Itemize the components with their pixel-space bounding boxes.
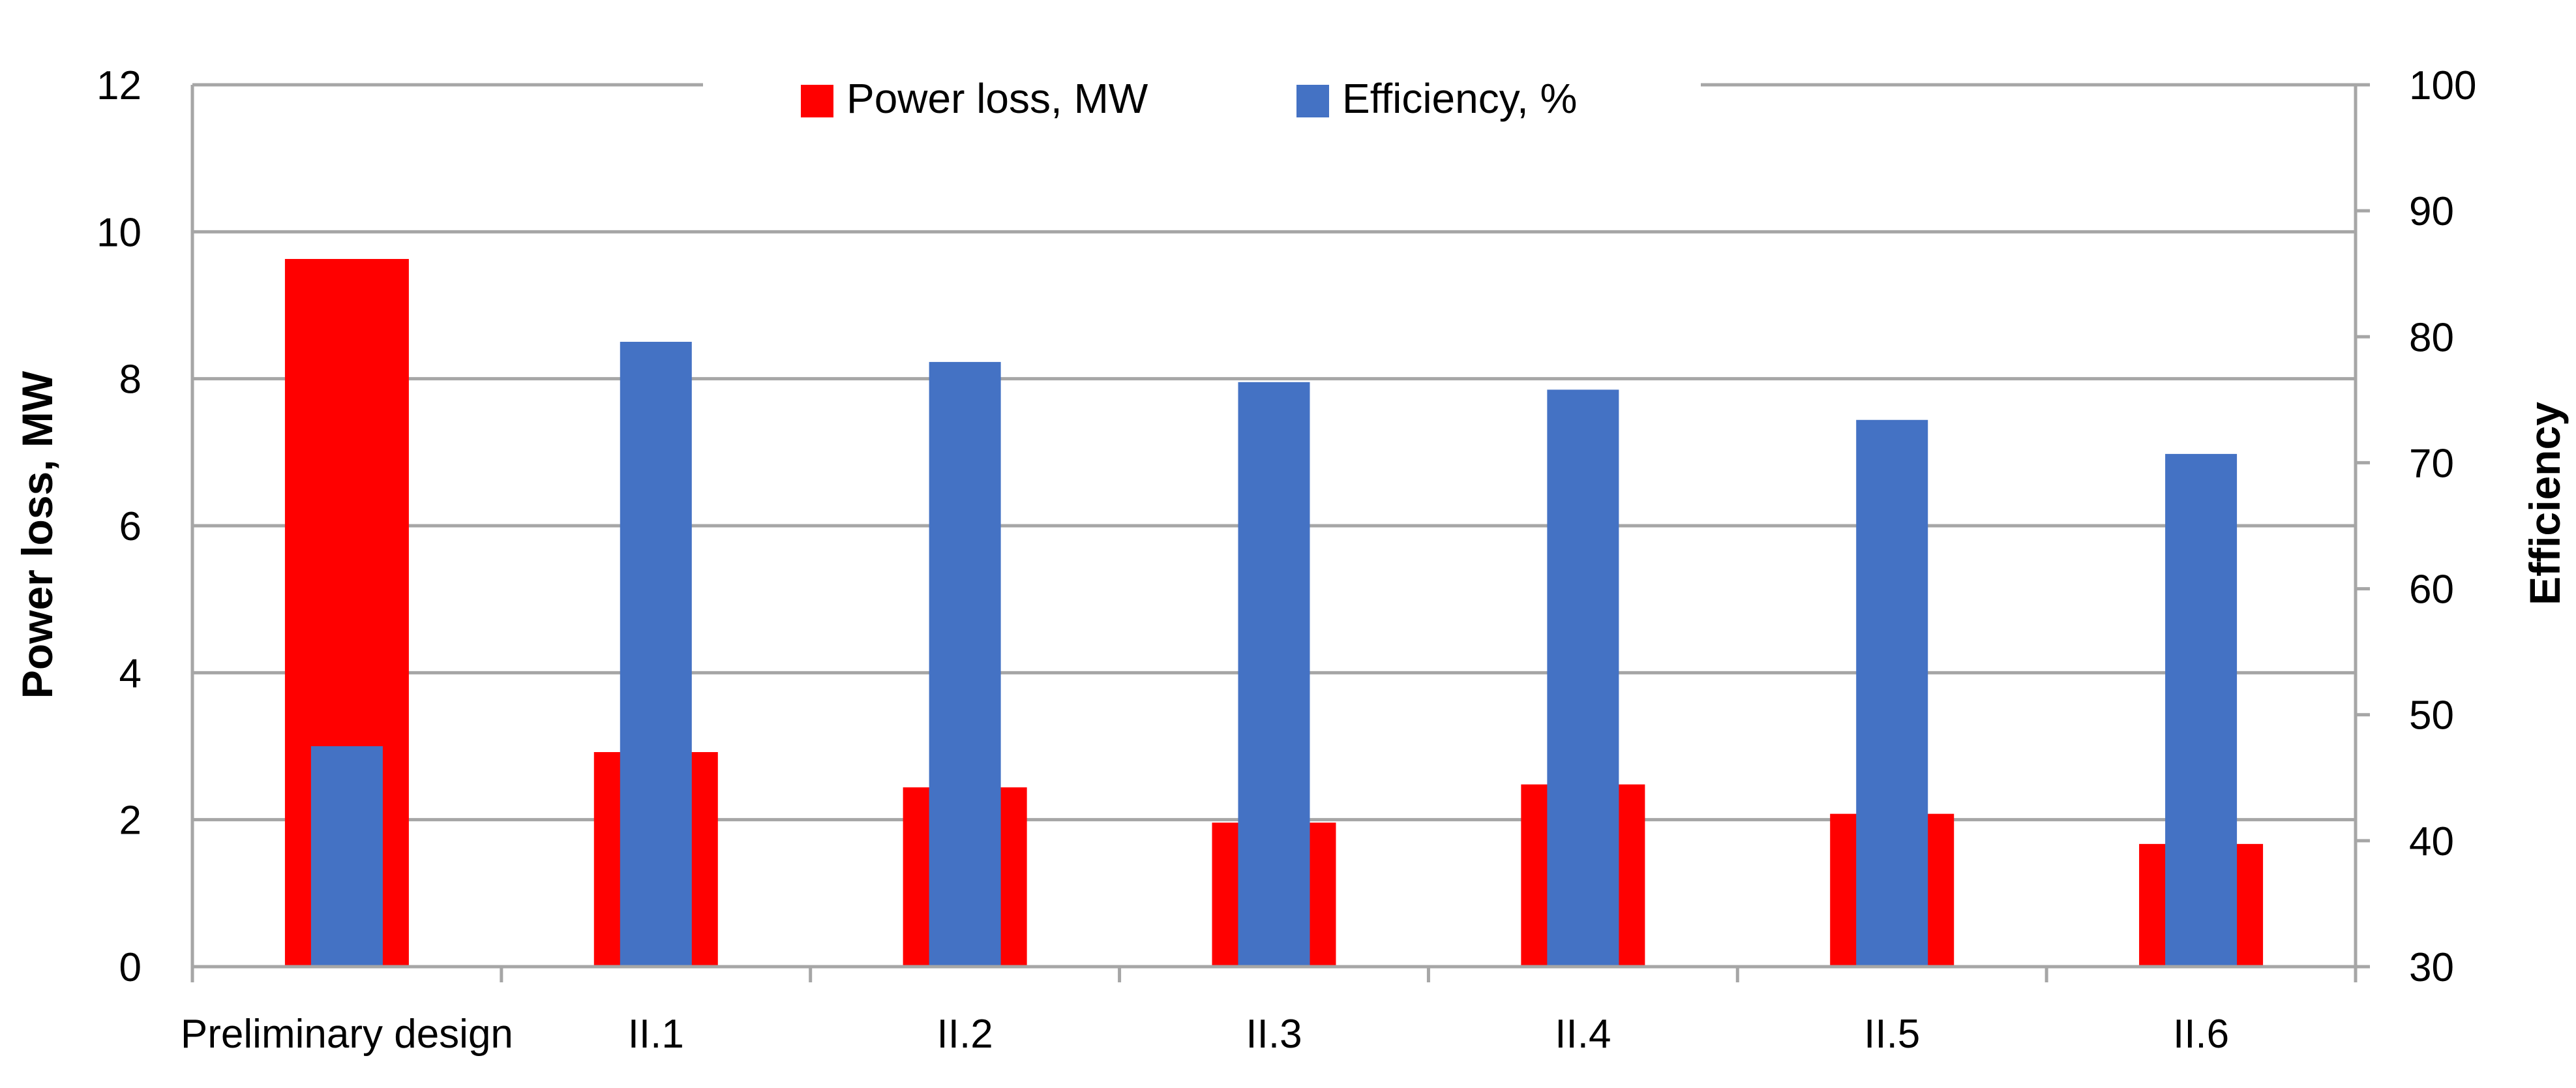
x-tick-label-3: II.3 — [1246, 1012, 1302, 1057]
legend: Power loss, MW Efficiency, % — [703, 59, 1701, 137]
legend-swatch-efficiency — [1296, 85, 1329, 117]
left-tick-label-1: 2 — [119, 798, 142, 843]
x-tick-label-6: II.6 — [2173, 1012, 2229, 1057]
legend-swatch-power-loss — [801, 85, 833, 117]
right-tick-label-7: 100 — [2409, 63, 2476, 108]
right-tick-label-3: 60 — [2409, 567, 2454, 612]
left-tick-label-0: 0 — [119, 945, 142, 990]
left-tick-label-2: 4 — [119, 651, 142, 696]
bar-efficiency-4 — [1547, 389, 1619, 967]
left-tick-label-4: 8 — [119, 357, 142, 402]
left-tick-label-6: 12 — [97, 63, 142, 108]
right-tick-label-1: 40 — [2409, 819, 2454, 864]
right-tick-label-0: 30 — [2409, 945, 2454, 990]
bar-efficiency-6 — [2165, 453, 2238, 967]
bar-efficiency-1 — [620, 342, 692, 967]
legend-background — [703, 59, 1701, 137]
x-tick-label-5: II.5 — [1864, 1012, 1920, 1057]
right-tick-label-2: 50 — [2409, 693, 2454, 738]
x-tick-label-4: II.4 — [1555, 1012, 1611, 1057]
x-tick-label-1: II.1 — [628, 1012, 684, 1057]
right-tick-label-6: 90 — [2409, 189, 2454, 234]
left-tick-label-3: 6 — [119, 504, 142, 549]
right-axis-title: Efficiency — [2521, 402, 2569, 605]
left-tick-label-5: 10 — [97, 210, 142, 255]
right-tick-label-5: 80 — [2409, 315, 2454, 360]
bar-efficiency-0 — [310, 746, 383, 967]
bar-efficiency-3 — [1238, 382, 1310, 967]
bar-efficiency-2 — [929, 361, 1001, 967]
right-tick-label-4: 70 — [2409, 441, 2454, 486]
x-tick-label-2: II.2 — [937, 1012, 993, 1057]
labels-layer: 0 2 4 6 8 10 12 30 40 50 60 70 80 90 100 Preliminary de… — [97, 63, 2476, 1057]
left-axis-title: Power loss, MW — [13, 370, 61, 699]
x-tick-label-0: Preliminary design — [181, 1012, 513, 1057]
axis-layer — [190, 83, 2370, 982]
legend-label-power-loss: Power loss, MW — [846, 75, 1148, 122]
legend-label-efficiency: Efficiency, % — [1342, 75, 1577, 122]
bar-efficiency-5 — [1856, 419, 1928, 967]
bars-layer — [284, 259, 2264, 967]
